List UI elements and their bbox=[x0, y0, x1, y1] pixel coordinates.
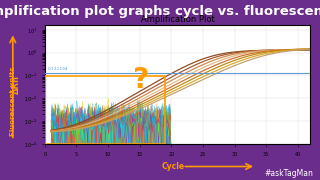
Text: Amplification plot graphs cycle vs. fluorescence: Amplification plot graphs cycle vs. fluo… bbox=[0, 5, 320, 18]
Bar bbox=[45, 76, 165, 144]
Text: #askTagMan: #askTagMan bbox=[265, 169, 314, 178]
Y-axis label: ΔRn: ΔRn bbox=[12, 75, 21, 94]
Text: ?: ? bbox=[132, 66, 148, 94]
Text: Cycle: Cycle bbox=[161, 162, 184, 171]
Text: 0.131194: 0.131194 bbox=[47, 67, 68, 71]
Text: Fluorescent units: Fluorescent units bbox=[10, 66, 16, 136]
Title: Amplification Plot: Amplification Plot bbox=[141, 15, 214, 24]
